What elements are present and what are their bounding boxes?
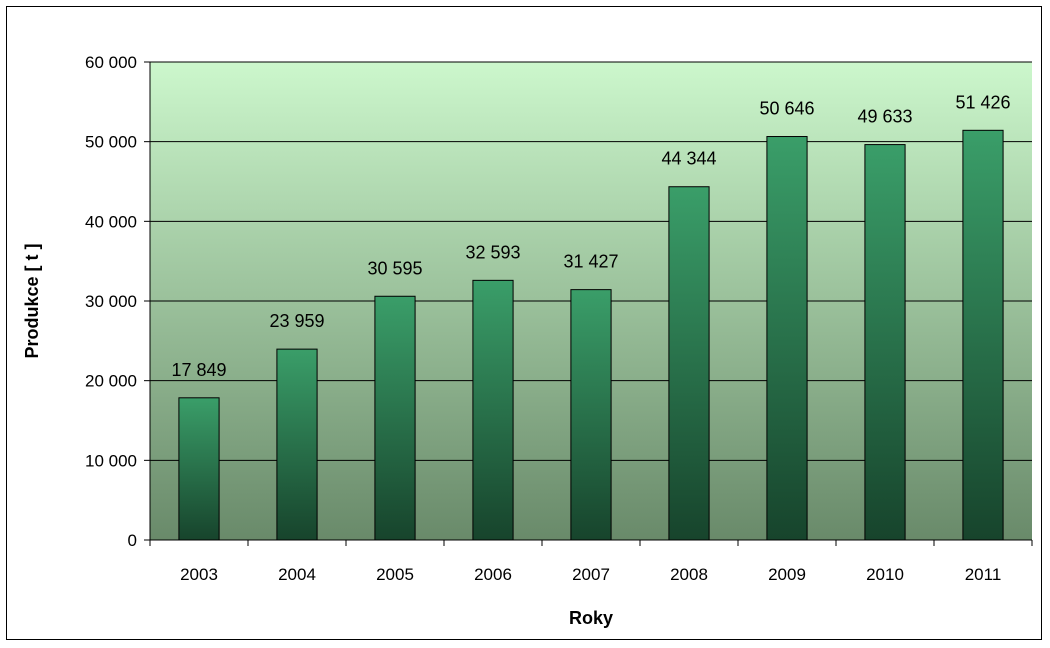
y-tick-label: 10 000 <box>85 451 137 470</box>
bar-2007 <box>570 289 612 541</box>
data-label: 23 959 <box>269 311 324 331</box>
data-label: 51 426 <box>955 92 1010 112</box>
y-tick-label: 0 <box>128 531 137 550</box>
bar-2009 <box>766 136 808 541</box>
x-tick-label: 2007 <box>572 565 610 584</box>
x-tick-label: 2008 <box>670 565 708 584</box>
x-tick-label: 2003 <box>180 565 218 584</box>
y-tick-label: 30 000 <box>85 292 137 311</box>
bar-2005 <box>374 295 416 541</box>
bar-2006 <box>472 279 514 541</box>
x-axis-title: Roky <box>569 608 613 628</box>
x-tick-label: 2004 <box>278 565 316 584</box>
data-label: 30 595 <box>367 258 422 278</box>
x-tick-label: 2010 <box>866 565 904 584</box>
data-label: 17 849 <box>171 360 226 380</box>
data-label: 44 344 <box>661 149 716 169</box>
bar-2003 <box>178 397 220 541</box>
data-label: 32 593 <box>465 242 520 262</box>
axes <box>144 61 1033 546</box>
x-tick-label: 2009 <box>768 565 806 584</box>
bar-2004 <box>276 348 318 541</box>
y-tick-label: 40 000 <box>85 212 137 231</box>
bar-2010 <box>864 144 906 541</box>
y-tick-label: 60 000 <box>85 53 137 72</box>
x-tick-label: 2011 <box>965 565 1002 584</box>
bar-2011 <box>962 129 1004 541</box>
data-label: 50 646 <box>759 99 814 119</box>
data-label: 49 633 <box>857 107 912 127</box>
labels: 0 10 000 20 000 30 000 40 000 50 000 60 000 17 … <box>85 53 1011 584</box>
bar-2008 <box>668 186 710 541</box>
y-tick-label: 50 000 <box>85 133 137 152</box>
x-tick-label: 2005 <box>376 565 414 584</box>
bars <box>178 129 1004 541</box>
y-tick-label: 20 000 <box>85 372 137 391</box>
x-tick-label: 2006 <box>474 565 512 584</box>
y-axis-title: Produkce [ t ] <box>22 243 42 358</box>
data-label: 31 427 <box>563 252 618 272</box>
